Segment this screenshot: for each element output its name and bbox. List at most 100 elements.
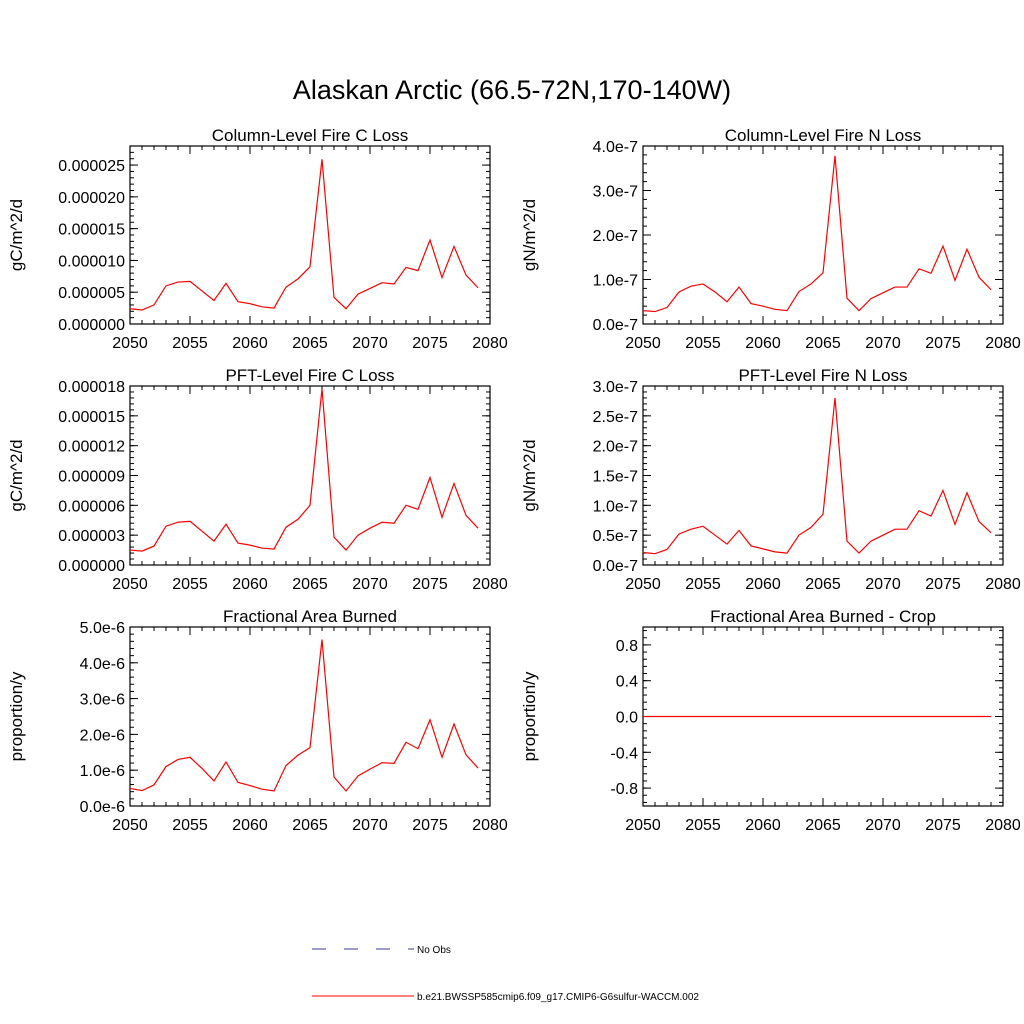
y-tick-label: 4.0e-7 xyxy=(593,139,638,156)
chart-title: Fractional Area Burned xyxy=(223,607,397,626)
y-tick-label: 2.0e-6 xyxy=(80,727,125,744)
x-tick-label: 2070 xyxy=(352,817,388,834)
chart-panel-1: Column-Level Fire C Loss gC/m^2/d 2050 2055… xyxy=(7,126,508,352)
y-tick-label: 2.0e-7 xyxy=(593,228,638,245)
y-tick-label: 0.0e-7 xyxy=(593,558,638,575)
legend-obs-label: No Obs xyxy=(417,945,451,956)
y-axis-label: gC/m^2/d xyxy=(7,199,26,271)
y-tick-label: 0.000020 xyxy=(58,190,125,207)
x-tick-label: 2075 xyxy=(925,335,961,352)
x-tick-label: 2080 xyxy=(985,335,1021,352)
x-tick-label: 2080 xyxy=(472,576,508,593)
panel-grid: Column-Level Fire C Loss gC/m^2/d 2050 2055… xyxy=(7,126,1021,834)
x-tick-label: 2080 xyxy=(472,817,508,834)
y-tick-label: 0.000018 xyxy=(58,379,125,396)
y-tick-label: 0.000015 xyxy=(58,409,125,426)
x-tick-label: 2055 xyxy=(172,335,208,352)
y-axis-label: gN/m^2/d xyxy=(520,439,539,511)
y-tick-label: 3.0e-7 xyxy=(593,379,638,396)
x-tick-label: 2075 xyxy=(412,576,448,593)
y-tick-label: 0.4 xyxy=(616,674,638,691)
y-tick-label: 0.0 xyxy=(616,710,638,727)
y-tick-label: -0.4 xyxy=(610,745,638,762)
x-tick-label: 2060 xyxy=(745,335,781,352)
x-tick-label: 2060 xyxy=(232,335,268,352)
x-tick-label: 2050 xyxy=(112,335,148,352)
x-tick-label: 2075 xyxy=(412,335,448,352)
series-line xyxy=(642,397,992,555)
y-tick-label: 0.5e-7 xyxy=(593,528,638,545)
y-tick-label: 0.0e-6 xyxy=(80,799,125,816)
x-tick-label: 2080 xyxy=(985,576,1021,593)
plot-frame xyxy=(129,626,491,807)
x-tick-label: 2070 xyxy=(352,335,388,352)
y-tick-label: 0.8 xyxy=(616,638,638,655)
y-tick-label: 4.0e-6 xyxy=(80,656,125,673)
x-tick-label: 2065 xyxy=(292,817,328,834)
legend: No Obs b.e21.BWSSP585cmip6.f09_g17.CMIP6… xyxy=(312,945,699,1003)
x-tick-label: 2065 xyxy=(805,335,841,352)
x-tick-label: 2065 xyxy=(805,817,841,834)
x-tick-label: 2055 xyxy=(172,576,208,593)
x-tick-label: 2050 xyxy=(625,335,661,352)
chart-title: Column-Level Fire C Loss xyxy=(212,126,409,145)
legend-model-label: b.e21.BWSSP585cmip6.f09_g17.CMIP6-G6sulf… xyxy=(417,992,699,1003)
x-tick-label: 2050 xyxy=(625,817,661,834)
x-tick-label: 2075 xyxy=(412,817,448,834)
y-tick-label: 0.000000 xyxy=(58,317,125,334)
x-tick-label: 2055 xyxy=(685,817,721,834)
series-line xyxy=(129,639,479,792)
chart-title: PFT-Level Fire N Loss xyxy=(738,366,907,385)
y-tick-label: 5.0e-6 xyxy=(80,620,125,637)
chart-panel-2: Column-Level Fire N Loss gN/m^2/d 2050 2055… xyxy=(520,126,1021,352)
x-tick-label: 2075 xyxy=(925,576,961,593)
x-tick-label: 2055 xyxy=(685,335,721,352)
x-tick-label: 2065 xyxy=(805,576,841,593)
y-tick-label: 2.5e-7 xyxy=(593,409,638,426)
x-tick-label: 2055 xyxy=(172,817,208,834)
x-tick-label: 2065 xyxy=(292,576,328,593)
x-tick-label: 2070 xyxy=(865,335,901,352)
series-line xyxy=(129,159,479,311)
plot-frame xyxy=(129,145,491,325)
x-tick-label: 2060 xyxy=(232,817,268,834)
y-axis-label: gN/m^2/d xyxy=(520,199,539,271)
y-tick-label: 0.000005 xyxy=(58,285,125,302)
y-tick-label: -0.8 xyxy=(610,781,638,798)
y-axis-label: proportion/y xyxy=(520,671,539,761)
x-tick-label: 2050 xyxy=(112,576,148,593)
y-tick-label: 3.0e-6 xyxy=(80,692,125,709)
x-tick-label: 2080 xyxy=(472,335,508,352)
plot-frame xyxy=(642,385,1004,566)
page-title: Alaskan Arctic (66.5-72N,170-140W) xyxy=(293,75,731,105)
x-tick-label: 2075 xyxy=(925,817,961,834)
y-tick-label: 0.000025 xyxy=(58,158,125,175)
series-line xyxy=(642,155,992,313)
x-tick-label: 2070 xyxy=(865,817,901,834)
y-tick-label: 0.000003 xyxy=(58,528,125,545)
y-tick-label: 2.0e-7 xyxy=(593,439,638,456)
y-tick-label: 1.0e-6 xyxy=(80,763,125,780)
series-line xyxy=(129,388,479,552)
plot-frame xyxy=(129,385,491,566)
y-tick-label: 0.000010 xyxy=(58,253,125,270)
y-tick-label: 1.0e-7 xyxy=(593,498,638,515)
y-tick-label: 3.0e-7 xyxy=(593,184,638,201)
y-tick-label: 0.000000 xyxy=(58,558,125,575)
y-tick-label: 0.000015 xyxy=(58,222,125,239)
x-tick-label: 2055 xyxy=(685,576,721,593)
x-tick-label: 2065 xyxy=(292,335,328,352)
x-tick-label: 2080 xyxy=(985,817,1021,834)
chart-panel-5: Fractional Area Burned proportion/y 2050 20… xyxy=(7,607,508,834)
y-tick-label: 1.0e-7 xyxy=(593,273,638,290)
y-tick-label: 0.000009 xyxy=(58,469,125,486)
y-tick-label: 0.000012 xyxy=(58,439,125,456)
chart-panel-4: PFT-Level Fire N Loss gN/m^2/d 2050 2055 206… xyxy=(520,366,1021,593)
x-tick-label: 2050 xyxy=(625,576,661,593)
x-tick-label: 2060 xyxy=(745,576,781,593)
chart-panel-3: PFT-Level Fire C Loss gC/m^2/d 2050 2055 206… xyxy=(7,366,508,593)
x-tick-label: 2050 xyxy=(112,817,148,834)
x-tick-label: 2060 xyxy=(745,817,781,834)
x-tick-label: 2070 xyxy=(865,576,901,593)
y-axis-label: proportion/y xyxy=(7,671,26,761)
